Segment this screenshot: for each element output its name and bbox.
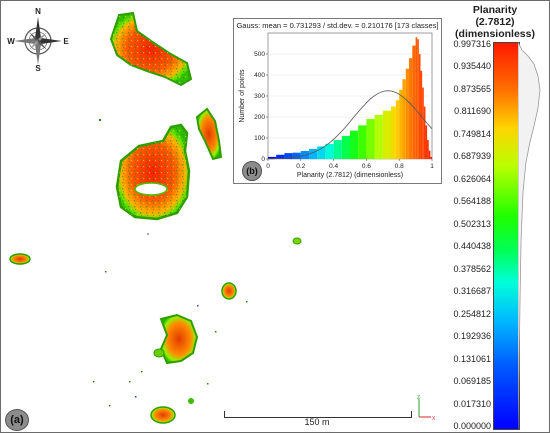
y-tick-label: 300 bbox=[254, 93, 265, 100]
x-tick-label: 1 bbox=[430, 163, 434, 170]
scale-bar-label: 150 m bbox=[304, 417, 330, 427]
histogram-bar bbox=[366, 119, 375, 159]
island-east bbox=[195, 107, 223, 161]
histogram-bar bbox=[399, 89, 403, 159]
histogram-bar bbox=[412, 45, 416, 159]
histogram-bar bbox=[317, 146, 326, 159]
histogram-bar bbox=[350, 130, 359, 159]
axis-z-label: Z bbox=[417, 395, 420, 401]
islet-west bbox=[9, 253, 31, 265]
compass-north-label: N bbox=[35, 7, 41, 16]
colorbar-tick-label: 0.935440 bbox=[453, 61, 491, 72]
colorbar-tick-label: 0.502313 bbox=[453, 218, 491, 229]
histogram-bar bbox=[427, 140, 429, 159]
y-tick-label: 100 bbox=[254, 135, 265, 142]
histogram-bar bbox=[422, 87, 424, 159]
colorbar-tick-label: 0.440438 bbox=[453, 241, 491, 252]
colorbar-title-line2: (2.7812) bbox=[475, 16, 515, 28]
colorbar-tick-label: 0.378562 bbox=[453, 263, 491, 274]
islet-south-2 bbox=[153, 348, 165, 358]
x-tick-label: 0 bbox=[266, 163, 270, 170]
histogram-bar bbox=[425, 125, 428, 159]
histogram-bar bbox=[309, 148, 318, 159]
island-top bbox=[109, 11, 193, 87]
x-tick-label: 0.2 bbox=[296, 163, 305, 170]
x-axis-label: Planarity (2.7812) (dimensionless) bbox=[297, 172, 403, 179]
colorbar-tick-label: 0.873565 bbox=[453, 83, 491, 94]
colorbar-tick-label: 0.017310 bbox=[453, 398, 491, 409]
histogram-inset: Gauss: mean = 0.731293 / std.dev. = 0.21… bbox=[233, 18, 442, 184]
y-tick-label: 500 bbox=[254, 51, 265, 58]
colorbar-tick-label: 0.749814 bbox=[453, 128, 491, 139]
x-tick-label: 0.8 bbox=[395, 163, 404, 170]
histogram-bar bbox=[418, 54, 421, 159]
histogram-bar bbox=[405, 68, 410, 159]
colorbar-title: Planarity (2.7812) (dimensionless) bbox=[441, 4, 549, 40]
histogram-bar bbox=[423, 106, 426, 159]
compass-west-label: W bbox=[7, 37, 15, 46]
x-tick-label: 0.4 bbox=[329, 163, 338, 170]
histogram-title: Gauss: mean = 0.731293 / std.dev. = 0.21… bbox=[236, 21, 439, 30]
axis-x-label: X bbox=[432, 416, 436, 422]
scattered-points bbox=[93, 119, 248, 407]
colorbar-histogram bbox=[518, 42, 541, 430]
colorbar-tick-label: 0.316687 bbox=[453, 286, 491, 297]
colorbar-tick-label: 0.626064 bbox=[453, 173, 491, 184]
colorbar-tick-label: 0.811690 bbox=[454, 106, 491, 117]
histogram-bar bbox=[292, 152, 301, 159]
histogram-bar bbox=[325, 143, 334, 159]
histogram-bar bbox=[341, 135, 350, 159]
island-main bbox=[115, 123, 191, 221]
histogram-bar bbox=[415, 37, 418, 160]
histogram-bar bbox=[333, 140, 342, 159]
colorbar-tick-label: 0.192936 bbox=[453, 331, 491, 342]
histogram-bar bbox=[420, 70, 423, 159]
scale-bar bbox=[224, 411, 412, 418]
compass-rose-icon: N S W E bbox=[7, 7, 69, 71]
colorbar-tick-label: 0.069185 bbox=[453, 376, 491, 387]
islet-bottom bbox=[150, 406, 176, 424]
histogram-bar bbox=[382, 110, 391, 159]
histogram-bar bbox=[395, 100, 400, 159]
colorbar-tick-label: 0.687939 bbox=[453, 151, 491, 162]
colorbar-tick-label: 0.997316 bbox=[453, 39, 491, 49]
histogram-bar bbox=[428, 150, 431, 159]
y-axis-label: Number of points bbox=[239, 69, 246, 123]
histogram-bar bbox=[430, 156, 432, 159]
compass-east-label: E bbox=[63, 37, 69, 46]
island-south bbox=[159, 313, 199, 365]
panel-a-label: (a) bbox=[5, 409, 29, 431]
histogram-bar bbox=[358, 125, 367, 159]
axis-triad-icon: Z X bbox=[417, 395, 436, 422]
x-tick-label: 0.6 bbox=[362, 163, 371, 170]
histogram-bar bbox=[276, 154, 285, 159]
colorbar-tick-label: 0.000000 bbox=[453, 421, 491, 431]
y-tick-label: 200 bbox=[254, 114, 265, 121]
histogram-bar bbox=[374, 114, 383, 159]
histogram-bar bbox=[402, 79, 406, 159]
gauss-fit-curve bbox=[268, 90, 433, 160]
histogram-bar bbox=[409, 58, 413, 160]
histogram-chart: 0 0.2 0.4 0.6 0.8 1 0 100 200 300 400 500 Planarity … bbox=[239, 32, 434, 179]
colorbar-tick-label: 0.131061 bbox=[453, 353, 491, 364]
histogram-bar bbox=[284, 153, 293, 159]
compass-south-label: S bbox=[35, 64, 41, 71]
y-tick-label: 400 bbox=[254, 72, 265, 79]
colorbar-title-line3: (dimensionless) bbox=[455, 28, 535, 40]
y-tick-label: 0 bbox=[261, 156, 265, 163]
islet-bottom-small bbox=[188, 398, 194, 404]
histogram-bar bbox=[391, 106, 396, 159]
panel-b-label: (b) bbox=[242, 161, 262, 181]
histogram-bar bbox=[417, 39, 419, 159]
colorbar-tick-label: 0.254812 bbox=[453, 308, 491, 319]
colorbar-title-line1: Planarity bbox=[472, 4, 518, 16]
islet-southeast bbox=[221, 282, 237, 300]
histogram-bar bbox=[268, 156, 277, 159]
islet-center bbox=[292, 237, 302, 245]
colorbar-tick-label: 0.564188 bbox=[453, 196, 491, 207]
colorbar-gradient bbox=[493, 42, 520, 430]
